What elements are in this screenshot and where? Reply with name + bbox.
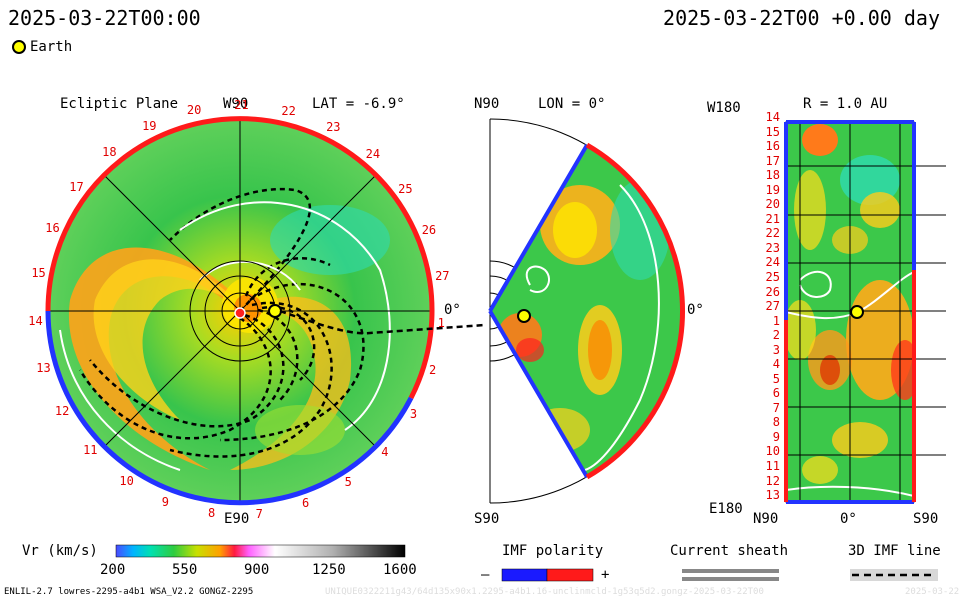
- ecliptic-bottom-label: E90: [224, 511, 250, 527]
- ring-number: 16: [45, 220, 60, 235]
- shell-row-number: 27: [765, 299, 780, 314]
- shell-row-number: 16: [765, 139, 780, 154]
- ring-number: 11: [83, 442, 98, 457]
- ring-number: 7: [255, 506, 263, 521]
- shell-row-number: 17: [765, 153, 780, 168]
- ring-number: 23: [326, 120, 341, 135]
- shell-row-number: 10: [765, 444, 780, 459]
- shell-bottom-s: S90: [913, 511, 939, 527]
- ring-number: 12: [54, 404, 70, 419]
- shell-bottom-mid: 0°: [840, 511, 857, 527]
- earth-legend-label: Earth: [30, 39, 73, 55]
- colorbar-tick-4: 1600: [383, 562, 417, 578]
- footer-stamp: 2025-03-22: [905, 587, 960, 597]
- shell-row-number: 12: [765, 473, 780, 488]
- header-time-left: 2025-03-22T00:00: [8, 6, 201, 30]
- footer-run-id: UNIQUE0322211g43/64d135x90x1.2295-a4b1.1…: [325, 587, 764, 597]
- shell-row-number: 7: [772, 400, 780, 415]
- ring-number: 21: [234, 98, 249, 112]
- ring-number: 6: [301, 496, 310, 511]
- shell-bottom-n: N90: [753, 511, 779, 527]
- meridional-plane-map: [488, 118, 685, 504]
- current-sheath-icon: [682, 569, 779, 581]
- colorbar-tick-3: 1250: [312, 562, 346, 578]
- ecliptic-right-label: 0°: [444, 302, 461, 318]
- ring-number: 26: [421, 222, 437, 237]
- shell-row-number: 18: [765, 168, 780, 183]
- ring-number: 14: [28, 313, 43, 328]
- ring-number: 15: [31, 266, 46, 281]
- colorbar-tick-2: 900: [244, 562, 270, 578]
- imf-polarity-plus: +: [601, 567, 610, 583]
- shell-row-number: 14: [765, 110, 780, 124]
- shell-title: R = 1.0 AU: [803, 96, 888, 112]
- ring-number: 5: [344, 474, 352, 489]
- shell-map: [784, 120, 946, 504]
- shell-row-number: 26: [765, 284, 780, 299]
- shell-row-number: 3: [772, 342, 780, 357]
- shell-row-number: 9: [772, 429, 780, 444]
- imf-polarity-minus: –: [481, 567, 490, 583]
- ecliptic-lat-label: LAT = -6.9°: [312, 96, 405, 112]
- imf-polarity-title: IMF polarity: [502, 543, 604, 559]
- shell-row-number: 4: [772, 357, 780, 372]
- shell-row-number: 15: [765, 124, 780, 139]
- ring-number: 4: [381, 444, 389, 459]
- meridional-right-label: 0°: [687, 302, 704, 318]
- ring-number: 22: [281, 103, 296, 118]
- shell-row-number: 11: [765, 459, 780, 473]
- shell-bottom-left: E180: [709, 501, 743, 517]
- shell-row-number: 5: [772, 371, 780, 386]
- ring-number: 3: [409, 406, 418, 421]
- shell-row-number: 20: [765, 197, 780, 212]
- ring-number: 25: [398, 181, 413, 196]
- meridional-top-label: N90: [474, 96, 500, 112]
- ring-number: 13: [36, 360, 51, 375]
- shell-row-number: 1: [772, 313, 780, 328]
- colorbar-label: Vr (km/s): [22, 543, 98, 559]
- ring-number: 17: [69, 179, 84, 194]
- shell-row-number: 13: [765, 488, 780, 503]
- meridional-bottom-label: S90: [474, 511, 500, 527]
- ring-number: 19: [142, 119, 157, 134]
- ring-number: 1: [437, 316, 445, 331]
- ring-number: 20: [186, 103, 202, 118]
- ring-number: 24: [365, 146, 381, 161]
- ring-number: 8: [208, 506, 216, 521]
- colorbar-tick-0: 200: [100, 562, 126, 578]
- current-sheath-title: Current sheath: [670, 543, 789, 559]
- connector-imf-line: [279, 309, 486, 335]
- imf-line-icon: [850, 569, 938, 581]
- shell-row-number: 2: [772, 328, 780, 343]
- shell-row-number: 25: [765, 269, 780, 284]
- earth-legend-icon: [12, 40, 26, 54]
- ring-number: 18: [102, 145, 117, 160]
- ring-number: 9: [161, 495, 169, 510]
- shell-row-number: 22: [765, 226, 780, 241]
- footer-model: ENLIL-2.7 lowres-2295-a4b1 WSA_V2.2 GONG…: [4, 587, 254, 597]
- shell-top-left: W180: [707, 100, 741, 116]
- meridional-lon-label: LON = 0°: [538, 96, 606, 112]
- shell-row-number: 21: [765, 211, 780, 226]
- ring-number: 10: [119, 473, 134, 488]
- shell-row-number: 8: [772, 415, 780, 430]
- shell-row-number: 23: [765, 240, 780, 255]
- imf-polarity-bar: [501, 568, 594, 582]
- header-time-right: 2025-03-22T00 +0.00 day: [663, 6, 940, 30]
- ring-number: 2: [429, 362, 437, 377]
- ecliptic-top-label: W90: [223, 96, 249, 112]
- ecliptic-title: Ecliptic Plane: [60, 96, 179, 112]
- ecliptic-plane-map: [45, 116, 435, 506]
- ring-number: 27: [435, 268, 450, 283]
- shell-row-number: 19: [765, 182, 780, 197]
- shell-row-number: 24: [765, 255, 780, 270]
- colorbar-tick-1: 550: [172, 562, 198, 578]
- imf-line-title: 3D IMF line: [848, 543, 941, 559]
- shell-row-number: 6: [772, 386, 780, 401]
- velocity-colorbar: [115, 544, 406, 558]
